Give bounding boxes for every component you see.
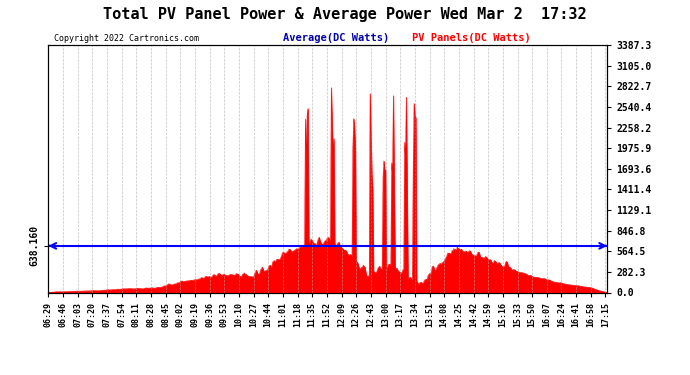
Text: PV Panels(DC Watts): PV Panels(DC Watts) <box>412 33 531 42</box>
Text: Copyright 2022 Cartronics.com: Copyright 2022 Cartronics.com <box>54 33 199 42</box>
Text: Average(DC Watts): Average(DC Watts) <box>283 33 389 42</box>
Text: Total PV Panel Power & Average Power Wed Mar 2  17:32: Total PV Panel Power & Average Power Wed… <box>104 8 586 22</box>
